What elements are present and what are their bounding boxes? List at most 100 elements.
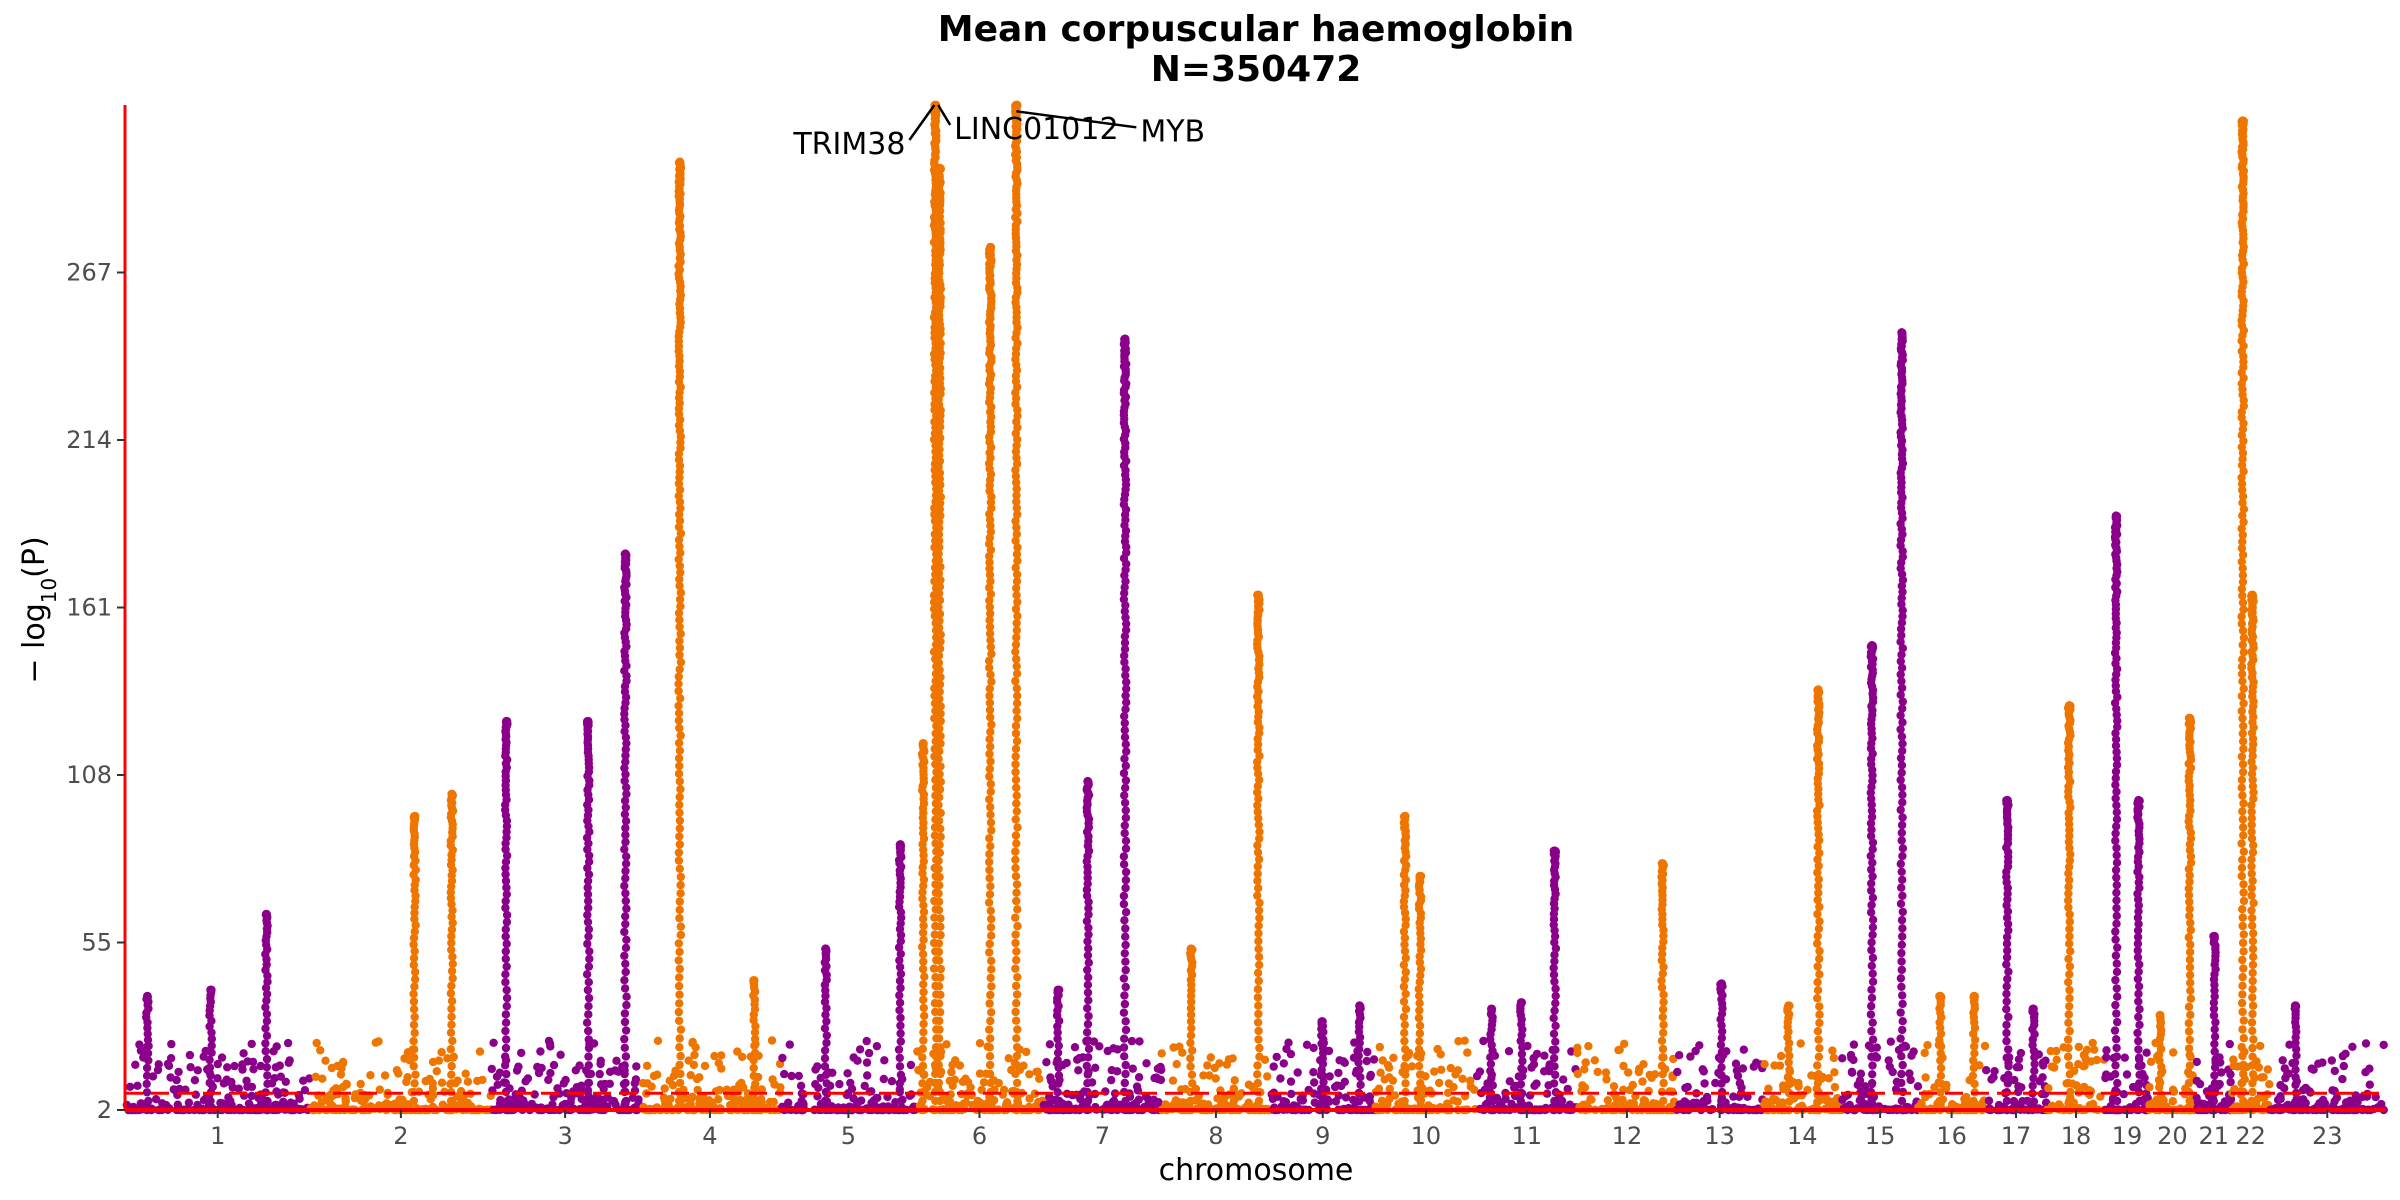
snp-point <box>263 1071 272 1080</box>
snp-point <box>1213 1094 1222 1103</box>
snp-point <box>919 1036 928 1045</box>
snp-point <box>620 976 629 985</box>
snp-point <box>620 881 629 891</box>
snp-point <box>1340 1077 1350 1087</box>
snp-point <box>1108 1101 1117 1110</box>
snp-point <box>1415 1029 1425 1038</box>
snp-point <box>1814 1035 1823 1044</box>
snp-point <box>1658 1053 1667 1062</box>
snp-point <box>985 857 994 867</box>
snp-point <box>1035 1074 1044 1084</box>
snp-point <box>934 658 944 668</box>
snp-point <box>1675 1051 1684 1060</box>
snp-point <box>1011 604 1021 614</box>
snp-point <box>1815 917 1824 926</box>
snp-point <box>410 1012 419 1022</box>
snp-point <box>584 1052 593 1061</box>
snp-point <box>409 1036 418 1046</box>
snp-point <box>2169 1087 2179 1096</box>
peak-top-point <box>1487 1004 1496 1014</box>
snp-point <box>1309 1043 1318 1053</box>
snp-point <box>1012 684 1021 693</box>
snp-point <box>895 1079 904 1088</box>
snp-point <box>1082 1028 1092 1037</box>
snp-point <box>675 840 684 849</box>
snp-point <box>918 964 928 974</box>
snp-point <box>1868 1035 1878 1044</box>
snp-point <box>621 967 630 977</box>
snp-point <box>1984 1096 1994 1105</box>
snp-point <box>1121 776 1131 785</box>
snp-point <box>1814 1096 1824 1106</box>
snp-point <box>584 932 593 941</box>
snp-point <box>475 1047 485 1056</box>
snp-point <box>1375 1042 1385 1052</box>
snp-point <box>501 954 510 964</box>
snp-point <box>2226 1070 2235 1079</box>
snp-point <box>409 1005 419 1014</box>
snp-point <box>675 816 685 825</box>
snp-point <box>1866 908 1876 917</box>
snp-point <box>936 1051 945 1061</box>
snp-point <box>1414 1045 1424 1054</box>
snp-point <box>1362 1056 1372 1066</box>
snp-point <box>985 849 994 859</box>
snp-point <box>676 1069 685 1079</box>
snp-point <box>596 1056 605 1066</box>
snp-point <box>1388 1076 1398 1085</box>
snp-point <box>1169 1043 1178 1052</box>
snp-point <box>1784 1080 1793 1090</box>
snp-point <box>1070 1043 1080 1052</box>
snp-point <box>820 1024 830 1033</box>
peak-top-point <box>621 549 630 559</box>
snp-point <box>447 1012 456 1021</box>
snp-point <box>2142 1048 2151 1057</box>
snp-point <box>1253 993 1263 1002</box>
snp-point <box>1012 706 1021 715</box>
snp-point <box>733 1047 742 1056</box>
snp-point <box>620 927 629 937</box>
snp-point <box>919 957 928 966</box>
snp-point <box>410 1045 419 1054</box>
snp-point <box>918 1096 927 1106</box>
snp-point <box>895 991 904 1000</box>
snp-point <box>1121 875 1131 885</box>
snp-point <box>1254 1035 1263 1044</box>
snp-point <box>1253 862 1263 871</box>
snp-point <box>675 999 684 1008</box>
snp-point <box>674 738 684 748</box>
snp-point <box>1884 1056 1893 1065</box>
snp-point <box>686 1071 695 1080</box>
snp-point <box>1216 1101 1225 1110</box>
snp-point <box>756 1094 766 1104</box>
snp-point <box>1012 799 1021 808</box>
snp-point <box>986 1016 995 1026</box>
snp-point <box>599 1084 608 1094</box>
snp-point <box>2012 1063 2022 1072</box>
snp-point <box>281 1077 290 1087</box>
snp-point <box>261 1024 270 1033</box>
snp-point <box>1053 1088 1062 1097</box>
snp-point <box>612 1056 621 1066</box>
snp-point <box>674 1007 683 1017</box>
snp-point <box>1053 1055 1062 1065</box>
snp-point <box>934 897 944 906</box>
snp-point <box>2082 1045 2092 1055</box>
peak-top-point <box>410 811 420 821</box>
snp-point <box>1855 1096 1865 1105</box>
snp-point <box>620 845 629 854</box>
snp-point <box>862 1058 872 1067</box>
snp-point <box>1011 647 1020 656</box>
snp-point <box>1407 1062 1417 1071</box>
snp-point <box>478 1075 487 1085</box>
snp-point <box>1012 633 1021 642</box>
snp-point <box>501 970 510 979</box>
snp-point <box>1717 1096 1726 1106</box>
snp-point <box>1813 1061 1822 1070</box>
snp-point <box>1416 1096 1425 1106</box>
snp-point <box>1142 1059 1151 1068</box>
snp-point <box>501 1043 511 1053</box>
snp-point <box>1254 937 1263 946</box>
snp-point <box>1011 729 1021 738</box>
